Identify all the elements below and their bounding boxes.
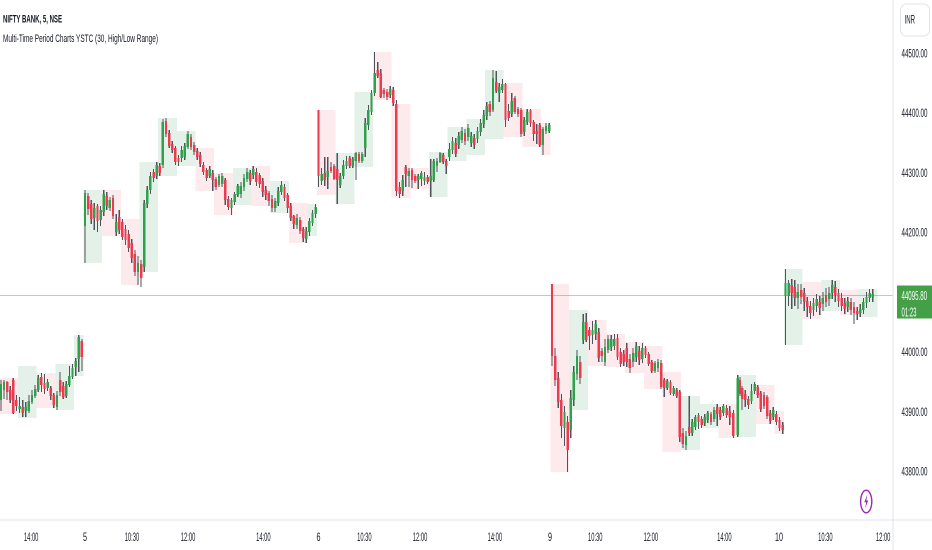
svg-text:9: 9 [548, 530, 552, 544]
svg-text:12:00: 12:00 [181, 530, 196, 544]
svg-text:14:00: 14:00 [717, 530, 732, 544]
svg-text:NIFTY BANK, 5, NSE: NIFTY BANK, 5, NSE [3, 14, 62, 26]
svg-text:43800.00: 43800.00 [902, 465, 928, 479]
svg-text:10:30: 10:30 [125, 530, 140, 544]
svg-text:12:00: 12:00 [644, 530, 659, 544]
svg-text:5: 5 [83, 530, 87, 544]
svg-text:INR: INR [905, 15, 916, 27]
svg-text:44095.80: 44095.80 [902, 289, 928, 303]
svg-text:12:00: 12:00 [413, 530, 428, 544]
svg-text:14:00: 14:00 [256, 530, 271, 544]
svg-text:10: 10 [775, 530, 783, 544]
svg-text:14:00: 14:00 [24, 530, 39, 544]
svg-text:10:30: 10:30 [818, 530, 833, 544]
svg-text:14:00: 14:00 [488, 530, 503, 544]
svg-text:44400.00: 44400.00 [902, 106, 928, 120]
svg-text:43900.00: 43900.00 [902, 405, 928, 419]
svg-text:44500.00: 44500.00 [902, 47, 928, 61]
svg-text:6: 6 [317, 530, 321, 544]
svg-text:10:30: 10:30 [357, 530, 372, 544]
svg-text:01:23: 01:23 [902, 306, 917, 320]
svg-text:44300.00: 44300.00 [902, 166, 928, 180]
svg-text:10:30: 10:30 [588, 530, 603, 544]
svg-text:12:00: 12:00 [876, 530, 891, 544]
svg-text:44200.00: 44200.00 [902, 226, 928, 240]
svg-text:Multi-Time Period Charts YSTC: Multi-Time Period Charts YSTC (30, High/… [3, 33, 158, 45]
svg-text:44000.00: 44000.00 [902, 345, 928, 359]
